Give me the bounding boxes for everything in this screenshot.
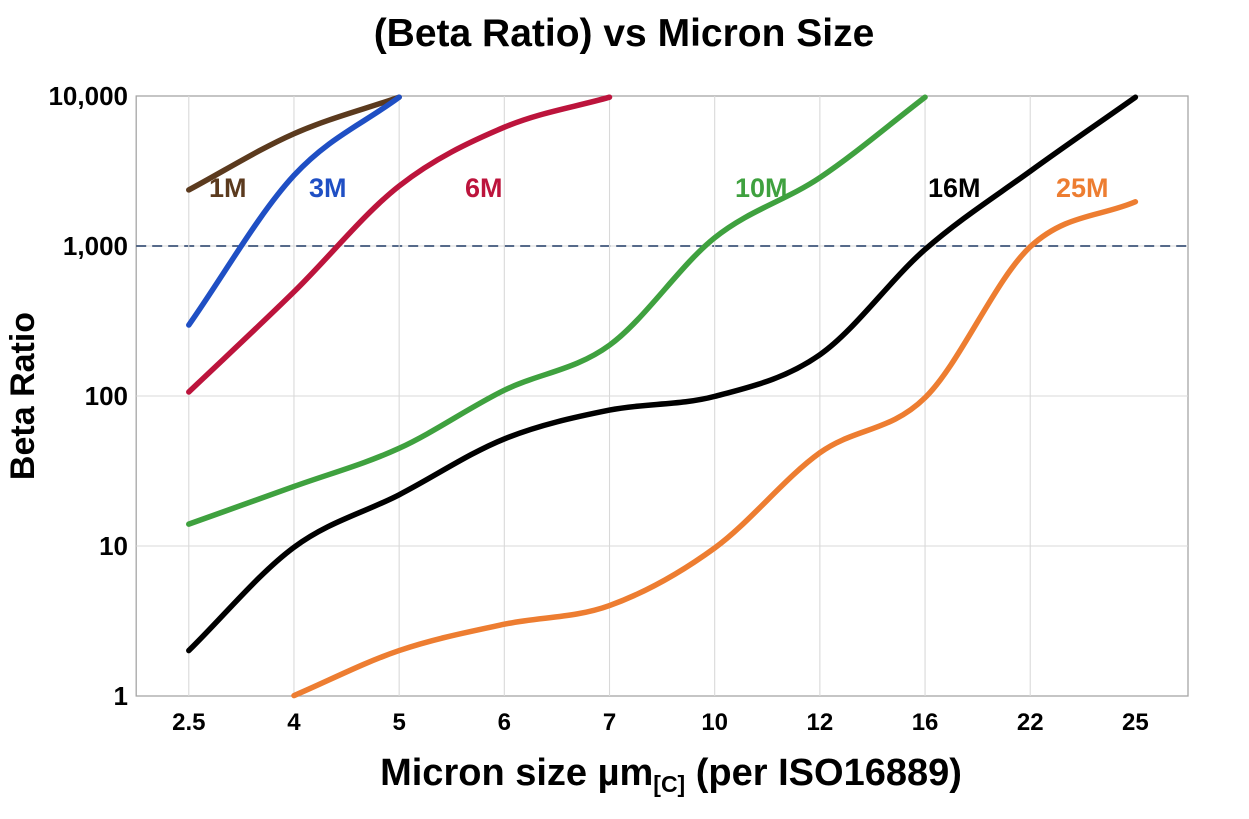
svg-text:1: 1	[114, 681, 128, 711]
svg-text:16: 16	[912, 709, 939, 736]
svg-text:(Beta Ratio) vs Micron Size: (Beta Ratio) vs Micron Size	[374, 12, 875, 55]
svg-text:1,000: 1,000	[63, 231, 128, 261]
svg-text:16M: 16M	[928, 173, 981, 203]
svg-text:7: 7	[603, 709, 616, 736]
svg-text:22: 22	[1017, 709, 1044, 736]
svg-text:10M: 10M	[735, 173, 788, 203]
svg-text:10,000: 10,000	[48, 81, 128, 111]
svg-text:6M: 6M	[465, 173, 503, 203]
svg-text:4: 4	[287, 709, 301, 736]
svg-text:1M: 1M	[209, 173, 247, 203]
svg-text:100: 100	[85, 381, 128, 411]
svg-text:6: 6	[498, 709, 511, 736]
svg-text:10: 10	[701, 709, 728, 736]
svg-text:5: 5	[392, 709, 405, 736]
svg-text:2.5: 2.5	[172, 709, 205, 736]
svg-text:3M: 3M	[309, 173, 347, 203]
svg-text:25: 25	[1122, 709, 1149, 736]
svg-text:Beta Ratio: Beta Ratio	[4, 312, 42, 480]
svg-text:12: 12	[807, 709, 834, 736]
svg-text:25M: 25M	[1056, 173, 1109, 203]
svg-text:10: 10	[99, 531, 128, 561]
svg-text:Micron size µm[C] (per ISO1688: Micron size µm[C] (per ISO16889)	[380, 752, 962, 797]
